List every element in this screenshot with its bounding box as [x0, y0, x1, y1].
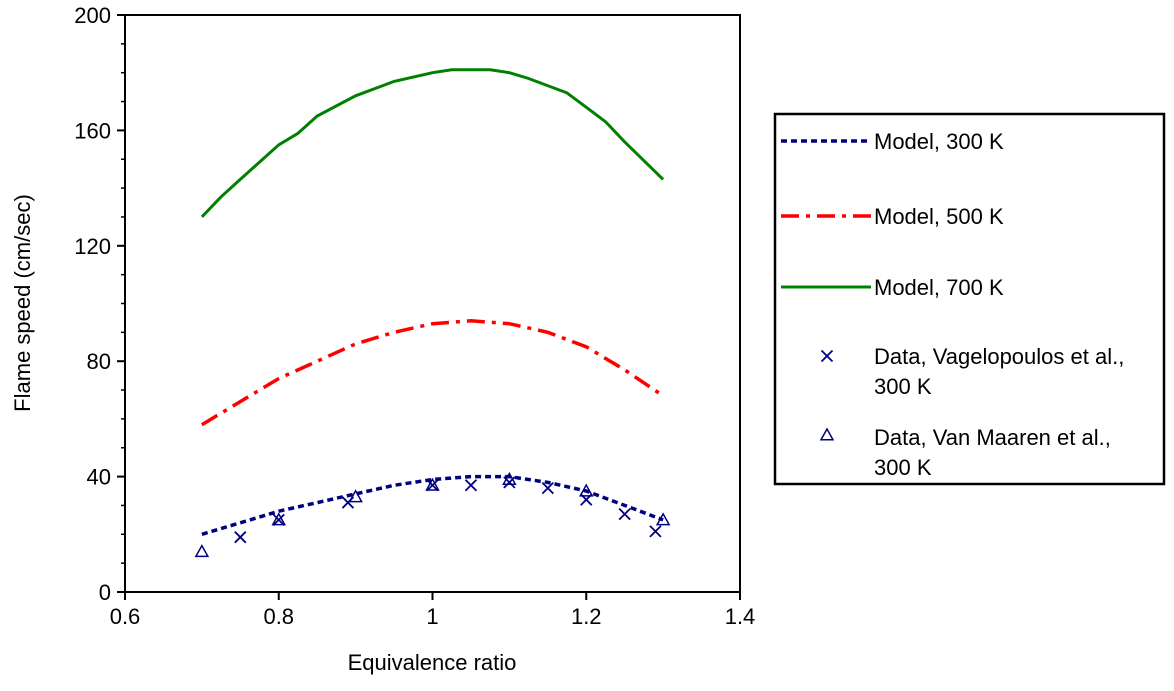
data-point-triangle — [502, 471, 517, 486]
data-point-triangle — [655, 512, 671, 526]
data-point-x — [618, 507, 631, 521]
x-tick-label: 0.6 — [110, 604, 141, 629]
x-tick-label: 1.2 — [571, 604, 602, 629]
x-tick-label: 0.8 — [263, 604, 294, 629]
legend-swatch-data-vagelopoulos-et-al-300-k — [820, 349, 834, 363]
plot-frame — [124, 14, 741, 593]
series-points-data-van-maaren-et-al-300-k — [194, 471, 671, 558]
data-point-triangle — [425, 477, 440, 491]
legend-label: Data, Van Maaren et al., — [874, 425, 1111, 450]
data-point-x — [503, 476, 516, 489]
y-tick-label: 40 — [87, 465, 111, 490]
legend-label: 300 K — [874, 374, 932, 399]
y-tick-label: 0 — [99, 580, 111, 605]
series-line-model-700-k — [200, 68, 665, 218]
x-tick-label: 1.4 — [725, 604, 756, 629]
y-tick-label: 160 — [74, 118, 111, 143]
legend-swatch-data-van-maaren-et-al-300-k — [819, 427, 835, 441]
legend: Model, 300 K Model, 500 K Model, 700 K Data… — [781, 129, 1124, 480]
data-point-triangle — [194, 544, 210, 558]
series-layer — [194, 68, 671, 558]
data-point-x — [272, 513, 285, 527]
data-point-triangle — [271, 512, 287, 526]
y-tick-label: 200 — [74, 3, 111, 28]
y-tick-labels: 0 40 80 120 160 200 — [74, 3, 111, 605]
y-tick-label: 80 — [87, 349, 111, 374]
data-point-x — [541, 482, 554, 495]
data-point-x — [649, 525, 662, 538]
x-axis-title: Equivalence ratio — [348, 650, 517, 675]
legend-label: Model, 300 K — [874, 129, 1004, 154]
legend-label: 300 K — [874, 455, 932, 480]
y-tick-label: 120 — [74, 234, 111, 259]
axis-ticks — [117, 14, 741, 600]
legend-label: Model, 500 K — [874, 204, 1004, 229]
data-point-x — [234, 531, 247, 544]
data-point-x — [464, 479, 478, 492]
data-point-triangle — [348, 489, 363, 503]
x-tick-label: 1 — [426, 604, 438, 629]
legend-box — [773, 112, 1166, 486]
legend-label: Data, Vagelopoulos et al., — [874, 344, 1124, 369]
legend-label: Model, 700 K — [874, 275, 1004, 300]
series-points-data-vagelopoulos-et-al-300-k — [234, 476, 662, 544]
x-tick-labels: 0.6 0.8 1 1.2 1.4 — [110, 604, 756, 629]
series-line-model-500-k — [200, 319, 665, 427]
series-line-model-300-k — [201, 474, 664, 536]
y-axis-title: Flame speed (cm/sec) — [10, 194, 35, 412]
data-point-triangle — [578, 483, 594, 497]
data-point-x — [426, 479, 439, 492]
